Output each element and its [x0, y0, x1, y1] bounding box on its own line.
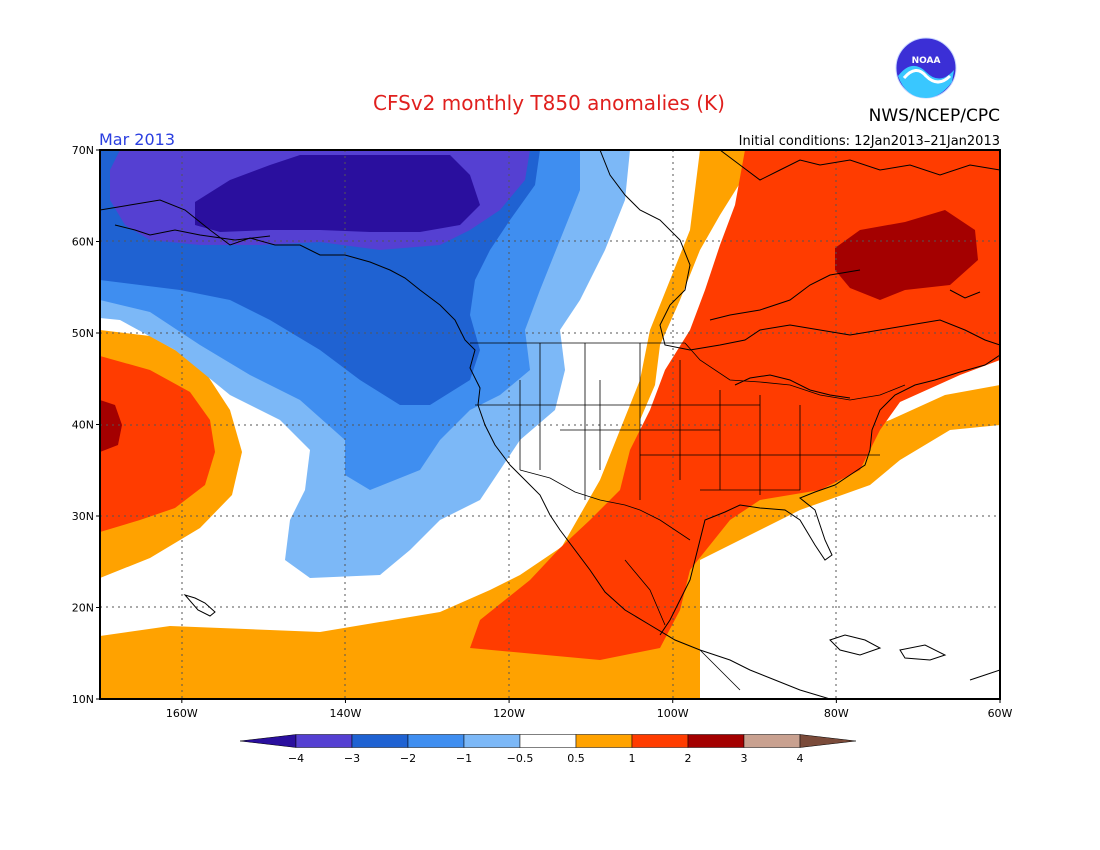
lat-tick-label: 40N — [72, 419, 94, 432]
longitude-axis: 160W 140W 120W 100W 80W 60W — [166, 699, 1013, 720]
credit-text: NWS/NCEP/CPC — [869, 106, 1000, 126]
colorbar-max-triangle — [799, 734, 857, 748]
anomaly-region-1-2-west — [100, 356, 215, 532]
anomaly-region-below-neg4 — [195, 155, 480, 232]
colorbar-label: −4 — [288, 752, 304, 765]
colorbar-labels: −4 −3 −2 −1 −0.5 0.5 1 2 3 4 — [288, 752, 804, 765]
colorbar-label: −0.5 — [507, 752, 534, 765]
colorbar-label: 4 — [797, 752, 804, 765]
noaa-logo: NOAA — [895, 37, 957, 99]
lat-tick-label: 20N — [72, 602, 94, 615]
forecast-period: Mar 2013 — [99, 130, 175, 149]
colorbar-label: 0.5 — [567, 752, 585, 765]
lon-tick-label: 80W — [824, 707, 849, 720]
map-panel — [100, 150, 1000, 699]
noaa-logo-text: NOAA — [912, 56, 941, 66]
lon-tick-label: 100W — [657, 707, 689, 720]
coastlines — [100, 150, 1000, 699]
colorbar-label: 1 — [629, 752, 636, 765]
anomaly-region-2-3-labrador — [835, 210, 978, 300]
lat-tick-label: 60N — [72, 236, 94, 249]
lon-tick-label: 140W — [330, 707, 362, 720]
anomaly-region-2-3-west — [100, 400, 122, 452]
colorbar-swatch — [575, 734, 633, 748]
colorbar-swatch — [463, 734, 521, 748]
map-gridlines — [100, 150, 1000, 699]
lon-tick-label: 120W — [493, 707, 525, 720]
lat-tick-label: 50N — [72, 327, 94, 340]
lon-tick-label: 160W — [166, 707, 198, 720]
colorbar-label: 2 — [685, 752, 692, 765]
colorbar-swatch — [687, 734, 745, 748]
colorbar-swatch — [351, 734, 409, 748]
colorbar-min-triangle — [239, 734, 297, 748]
political-borders — [470, 342, 906, 691]
colorbar-label: −3 — [344, 752, 360, 765]
map-title: CFSv2 monthly T850 anomalies (K) — [373, 91, 725, 115]
colorbar-swatch — [407, 734, 465, 748]
lat-tick-label: 30N — [72, 510, 94, 523]
colorbar-label: −2 — [400, 752, 416, 765]
lon-tick-label: 60W — [988, 707, 1013, 720]
latitude-axis: 70N 60N 50N 40N 30N 20N 10N — [72, 144, 100, 706]
colorbar-swatch — [295, 734, 353, 748]
colorbar-swatch — [519, 734, 577, 748]
colorbar — [239, 734, 857, 748]
initial-conditions: Initial conditions: 12Jan2013–21Jan2013 — [739, 134, 1000, 149]
colorbar-label: 3 — [741, 752, 748, 765]
colorbar-swatch — [743, 734, 801, 748]
lat-tick-label: 70N — [72, 144, 94, 157]
lat-tick-label: 10N — [72, 693, 94, 706]
colorbar-label: −1 — [456, 752, 472, 765]
colorbar-swatch — [631, 734, 689, 748]
